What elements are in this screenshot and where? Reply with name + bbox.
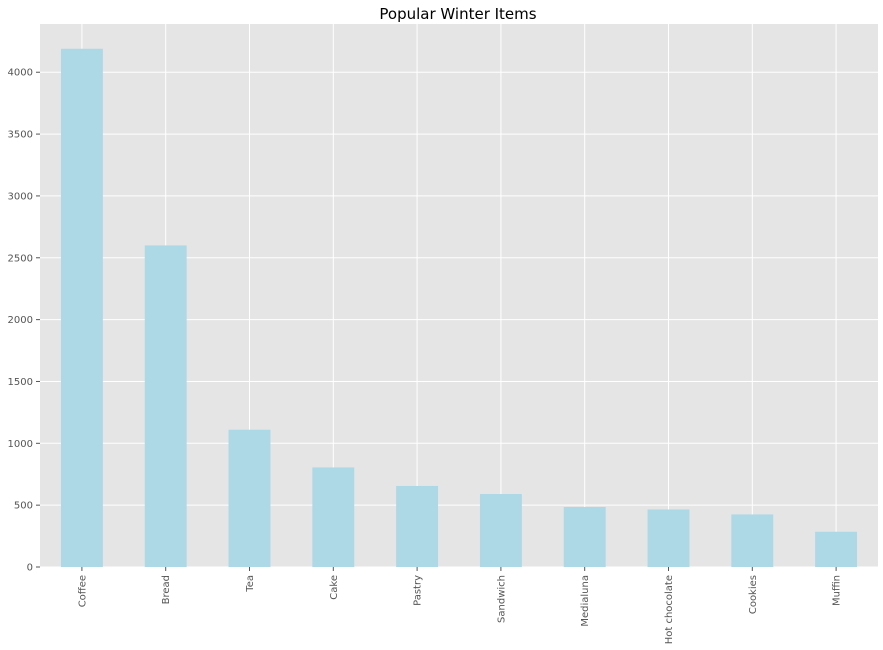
x-tick-label: Medialuna	[580, 575, 591, 627]
y-tick-label: 2000	[8, 315, 33, 326]
x-tick-label: Cookies	[748, 575, 759, 614]
chart-title: Popular Winter Items	[379, 5, 536, 23]
bar-tea	[228, 429, 271, 567]
bar-bread	[144, 245, 187, 568]
x-tick-label: Cake	[329, 575, 340, 600]
y-tick-label: 3500	[8, 130, 33, 141]
y-tick-label: 500	[14, 501, 33, 512]
y-tick-label: 0	[27, 563, 33, 574]
bar-cake	[312, 467, 355, 567]
y-axis: 0 500 1000 1500 2000 2500 3000 3500 4000	[8, 68, 40, 574]
x-tick-label: Coffee	[77, 575, 88, 607]
x-axis: Coffee Bread Tea Cake Pastry Sandwich Medialun…	[77, 567, 843, 644]
bar-medialuna	[563, 507, 606, 567]
bar-pastry	[396, 485, 439, 567]
y-tick-label: 2500	[8, 253, 33, 264]
y-tick-label: 1500	[8, 377, 33, 388]
y-tick-label: 3000	[8, 191, 33, 202]
y-tick-label: 4000	[8, 68, 33, 79]
x-tick-label: Sandwich	[496, 575, 507, 623]
bar-muffin	[815, 531, 858, 567]
x-tick-label: Pastry	[413, 575, 424, 606]
x-tick-label: Tea	[245, 575, 256, 593]
x-tick-label: Muffin	[832, 575, 843, 606]
bar-coffee	[60, 48, 103, 568]
bar-cookies	[731, 514, 774, 567]
bar-sandwich	[479, 494, 522, 567]
bars	[60, 48, 858, 568]
bar-hot-chocolate	[647, 509, 690, 567]
y-tick-label: 1000	[8, 439, 33, 450]
x-tick-label: Bread	[161, 575, 172, 604]
x-tick-label: Hot chocolate	[664, 575, 675, 644]
